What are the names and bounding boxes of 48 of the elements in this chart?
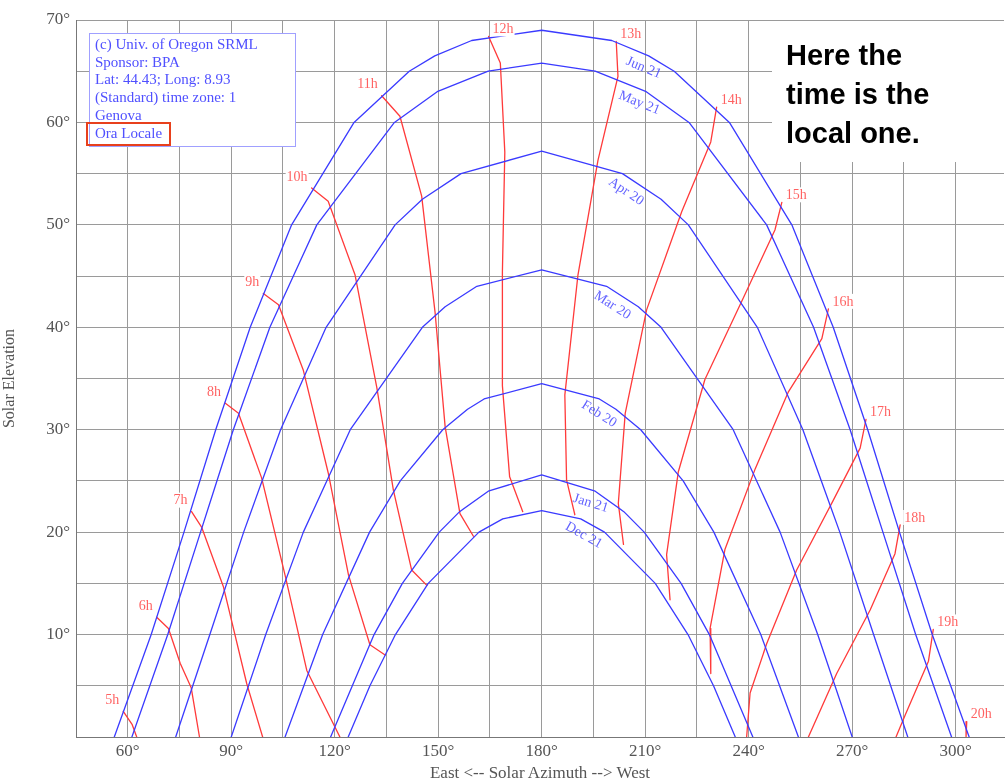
series-label: 12h xyxy=(492,21,514,37)
annotation: Here the time is the local one. xyxy=(786,38,931,151)
series-label: 15h xyxy=(785,186,807,202)
x-tick-label: 210° xyxy=(629,740,662,760)
annotation: (c) Univ. of Oregon SRML xyxy=(95,36,258,54)
annotation: Lat: 44.43; Long: 8.93 xyxy=(95,71,232,90)
series-label: 11h xyxy=(357,76,378,92)
y-tick-label: 40° xyxy=(46,316,70,336)
series-label: 20h xyxy=(970,706,992,722)
y-tick-label: 60° xyxy=(46,111,70,131)
annotation: Sponsor: BPA xyxy=(95,53,181,72)
series-label: 13h xyxy=(620,26,642,42)
x-tick-label: 240° xyxy=(732,740,765,760)
x-tick-label: 180° xyxy=(525,740,558,760)
series-label: 8h xyxy=(207,383,222,399)
series-label: 14h xyxy=(720,91,742,107)
series-label: 5h xyxy=(105,692,120,708)
y-tick-label: 10° xyxy=(46,624,70,644)
annotation: Genova xyxy=(95,106,143,125)
text: Mar 20 xyxy=(591,287,634,323)
text: Feb 20 xyxy=(579,396,620,430)
series-label: 7h xyxy=(173,492,188,508)
series-label: 6h xyxy=(138,597,153,613)
series-label: 16h xyxy=(832,293,854,309)
series-label: 17h xyxy=(870,404,892,420)
x-tick-label: 60° xyxy=(115,740,140,760)
x-tick-label: 150° xyxy=(422,740,455,760)
annotation: Ora Locale xyxy=(95,124,164,143)
y-tick-label: 20° xyxy=(46,521,70,541)
text: May 21 xyxy=(616,87,663,118)
series-label: 9h xyxy=(245,274,260,290)
y-tick-label: 30° xyxy=(46,419,70,439)
y-tick-label: 70° xyxy=(46,9,70,29)
x-axis-title: East <-- Solar Azimuth --> West xyxy=(429,763,651,783)
text: Jun 21 xyxy=(623,53,664,82)
text: Dec 21 xyxy=(563,518,606,552)
x-tick-label: 270° xyxy=(836,740,869,760)
x-tick-label: 300° xyxy=(939,740,972,760)
series-label: 19h xyxy=(937,614,959,630)
text: Apr 20 xyxy=(606,173,647,209)
annotation: (Standard) time zone: 1 xyxy=(95,89,238,107)
y-axis-title: Solar Elevation xyxy=(0,328,17,429)
series-label: 18h xyxy=(904,509,926,525)
y-tick-label: 50° xyxy=(46,214,70,234)
series-label: 10h xyxy=(286,168,308,184)
x-tick-label: 90° xyxy=(219,740,244,760)
text: Jan 21 xyxy=(571,490,611,516)
x-tick-label: 120° xyxy=(318,740,351,760)
